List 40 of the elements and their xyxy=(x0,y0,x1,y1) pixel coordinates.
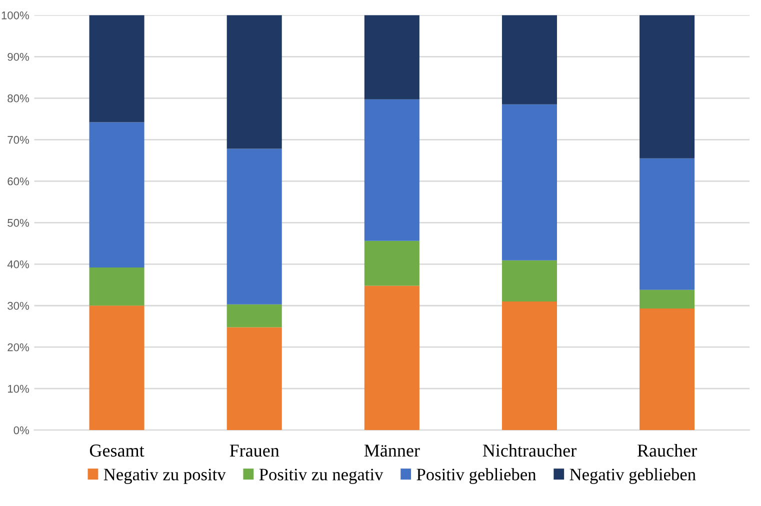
y-tick-label: 30% xyxy=(8,302,29,310)
bar xyxy=(226,327,282,430)
bar xyxy=(226,304,282,328)
y-tick-label: 10% xyxy=(8,384,29,393)
bar xyxy=(640,308,695,430)
y-tick-label: 20% xyxy=(8,343,29,352)
x-tick-label: Frauen xyxy=(230,444,280,457)
bar xyxy=(502,15,557,104)
y-tick-label: 80% xyxy=(8,94,29,102)
bar xyxy=(89,122,144,268)
bar xyxy=(502,301,557,430)
legend-label: Positiv zu negativ xyxy=(259,468,384,484)
bar xyxy=(89,306,144,430)
legend-label: Negativ zu positv xyxy=(104,468,226,484)
bar xyxy=(502,260,557,302)
bar xyxy=(640,158,695,290)
bar xyxy=(364,286,420,430)
bar xyxy=(502,104,557,260)
y-tick-label: 60% xyxy=(8,177,29,186)
bar xyxy=(640,15,695,158)
legend-label: Negativ geblieben xyxy=(570,468,696,484)
y-tick-label: 40% xyxy=(7,260,29,268)
bar xyxy=(364,240,420,286)
x-tick-label: Raucher xyxy=(637,444,697,457)
bar xyxy=(226,148,282,304)
bar xyxy=(640,290,695,309)
bar xyxy=(89,15,144,122)
bar xyxy=(89,267,144,306)
y-tick-label: 0% xyxy=(14,426,29,434)
x-tick-label: Gesamt xyxy=(90,444,144,457)
legend-label: Positiv geblieben xyxy=(416,468,536,484)
y-tick-label: 100% xyxy=(2,11,29,20)
y-tick-label: 90% xyxy=(8,52,29,61)
y-tick-label: 70% xyxy=(8,136,29,144)
bar xyxy=(364,99,420,241)
bar xyxy=(364,15,420,100)
bar xyxy=(226,15,282,149)
x-tick-label: Nichtraucher xyxy=(482,444,576,457)
x-tick-label: Männer xyxy=(364,444,420,457)
y-tick-label: 50% xyxy=(8,218,29,227)
